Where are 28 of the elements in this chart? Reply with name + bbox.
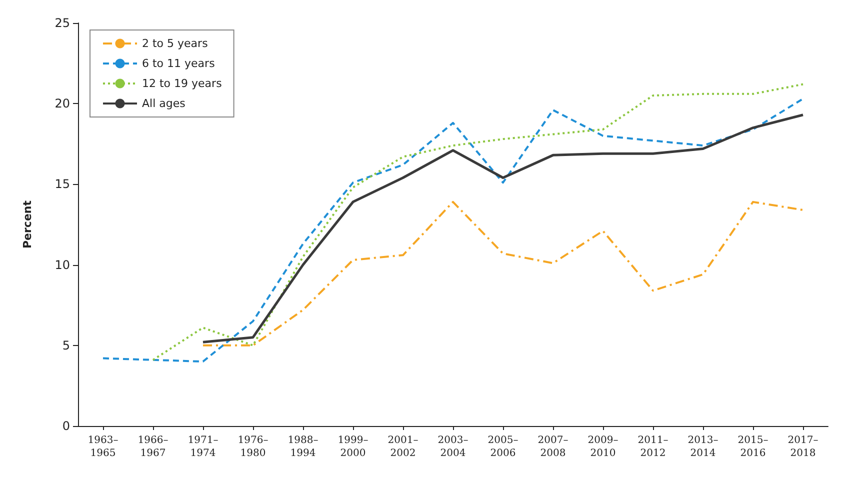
y-tick-label: 0: [62, 419, 70, 433]
y-tick-label: 25: [54, 16, 70, 30]
legend-label: 6 to 11 years: [142, 57, 216, 70]
x-tick-label: 1999–2000: [338, 435, 368, 459]
x-tick-label: 1966–1967: [138, 435, 168, 459]
y-axis-title: Percent: [21, 200, 34, 249]
legend-label: 12 to 19 years: [142, 77, 222, 90]
x-tick-label: 2015–2016: [738, 435, 768, 459]
y-tick-label: 15: [54, 177, 70, 192]
x-tick-label: 2003–2004: [438, 435, 468, 459]
x-tick-label: 1971–1974: [188, 435, 218, 459]
x-tick-label: 2017–2018: [788, 435, 818, 459]
x-tick-label: 1963–1965: [88, 435, 118, 459]
line-series: [202, 114, 804, 344]
x-tick-label: 1976–1980: [238, 435, 268, 459]
y-tick-label: 10: [54, 258, 70, 272]
x-tick-label: 2005–2006: [488, 435, 518, 459]
y-tick-label: 5: [62, 338, 70, 352]
line-series: [202, 200, 804, 346]
x-tick-label: 1988–1994: [288, 435, 318, 459]
legend-label: All ages: [142, 97, 186, 110]
x-tick-label: 2001–2002: [388, 435, 418, 459]
y-tick-label: 20: [54, 96, 70, 111]
x-tick-label: 2013–2014: [688, 435, 718, 459]
x-tick-label: 2007–2008: [538, 435, 568, 459]
legend-label: 2 to 5 years: [142, 37, 208, 50]
x-tick-label: 2009–2010: [588, 435, 618, 459]
x-tick-label: 2011–2012: [638, 435, 668, 459]
